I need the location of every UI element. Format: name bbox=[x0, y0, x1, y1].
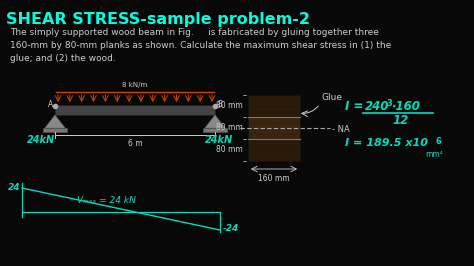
Text: Vₘₐₓ = 24 kN: Vₘₐₓ = 24 kN bbox=[77, 196, 136, 205]
Bar bbox=[55, 105, 215, 115]
Text: 24kN: 24kN bbox=[205, 135, 233, 145]
Text: -24: -24 bbox=[223, 224, 239, 233]
Text: 8 kN/m: 8 kN/m bbox=[122, 82, 147, 88]
Text: SHEAR STRESS-sample problem-2: SHEAR STRESS-sample problem-2 bbox=[6, 12, 310, 27]
Text: 80 mm: 80 mm bbox=[216, 102, 243, 110]
Bar bbox=[248, 117, 300, 139]
Bar bbox=[203, 128, 227, 132]
Text: ·160: ·160 bbox=[391, 100, 420, 113]
Text: 80 mm: 80 mm bbox=[216, 146, 243, 155]
Text: 12: 12 bbox=[393, 114, 409, 127]
Text: 3: 3 bbox=[386, 99, 392, 108]
Text: - NA: - NA bbox=[332, 124, 350, 134]
Bar bbox=[248, 95, 300, 117]
Text: B: B bbox=[217, 100, 222, 109]
Bar bbox=[248, 139, 300, 161]
Text: I = 189.5 x10: I = 189.5 x10 bbox=[345, 138, 428, 148]
Bar bbox=[43, 128, 67, 132]
Text: 240: 240 bbox=[365, 100, 389, 113]
Polygon shape bbox=[45, 115, 65, 128]
Text: 160 mm: 160 mm bbox=[258, 174, 290, 183]
Text: 6 m: 6 m bbox=[128, 139, 142, 148]
Text: Glue: Glue bbox=[322, 93, 343, 102]
Text: 24: 24 bbox=[8, 183, 20, 192]
Text: 80 mm: 80 mm bbox=[216, 123, 243, 132]
Text: mm⁴: mm⁴ bbox=[425, 150, 443, 159]
Text: A: A bbox=[48, 100, 53, 109]
Text: 24kN: 24kN bbox=[27, 135, 55, 145]
Text: I =: I = bbox=[345, 100, 364, 113]
Polygon shape bbox=[205, 115, 225, 128]
Text: The simply supported wood beam in Fig.     is fabricated by gluing together thre: The simply supported wood beam in Fig. i… bbox=[10, 28, 391, 63]
Text: 6: 6 bbox=[436, 137, 442, 146]
